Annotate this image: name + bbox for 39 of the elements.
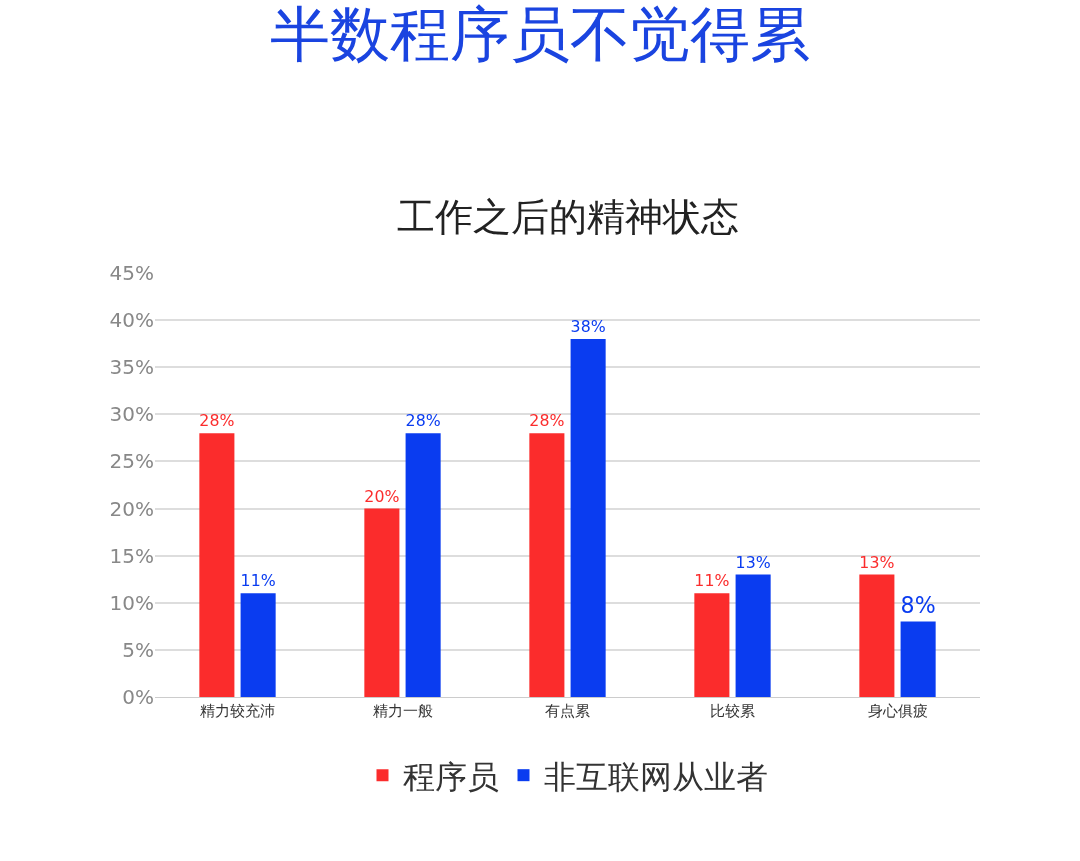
bar <box>364 508 400 697</box>
x-tick-label: 精力一般 <box>372 702 433 720</box>
bar <box>405 433 441 697</box>
y-tick-label: 25% <box>109 449 154 474</box>
y-tick-label: 5% <box>122 637 154 662</box>
x-tick-label: 比较累 <box>710 702 755 720</box>
bar <box>859 574 895 697</box>
bar <box>529 433 565 697</box>
data-label: 28% <box>529 411 565 431</box>
bar <box>570 338 606 697</box>
bar <box>694 593 730 697</box>
y-tick-label: 15% <box>109 543 154 568</box>
data-label: 11% <box>240 571 276 591</box>
y-tick-label: 35% <box>109 355 154 380</box>
y-tick-label: 45% <box>109 261 154 285</box>
x-tick-label: 身心俱疲 <box>867 702 928 720</box>
data-label: 11% <box>694 571 730 591</box>
data-label: 13% <box>859 552 895 572</box>
bar <box>735 574 771 697</box>
x-tick-label: 精力较充沛 <box>200 702 275 720</box>
data-label: 13% <box>735 552 771 572</box>
y-tick-label: 40% <box>109 308 154 333</box>
bar <box>199 433 235 697</box>
data-label: 28% <box>199 411 235 431</box>
data-label: 20% <box>364 486 400 506</box>
y-tick-label: 30% <box>109 402 154 427</box>
bar <box>240 593 276 697</box>
data-label: 28% <box>405 411 441 431</box>
y-tick-label: 0% <box>122 685 154 709</box>
data-label: 8% <box>900 592 936 619</box>
data-label: 38% <box>570 317 606 337</box>
x-tick-label: 有点累 <box>545 702 590 720</box>
legend-label: 非互联网从业者 <box>543 757 768 796</box>
y-tick-label: 10% <box>109 590 154 615</box>
y-tick-label: 20% <box>109 496 154 521</box>
legend-label: 程序员 <box>402 757 499 796</box>
chart-subtitle: 工作之后的精神状态 <box>397 195 739 239</box>
chart-title: 半数程序员不觉得累 <box>270 0 810 69</box>
bar <box>900 621 936 697</box>
